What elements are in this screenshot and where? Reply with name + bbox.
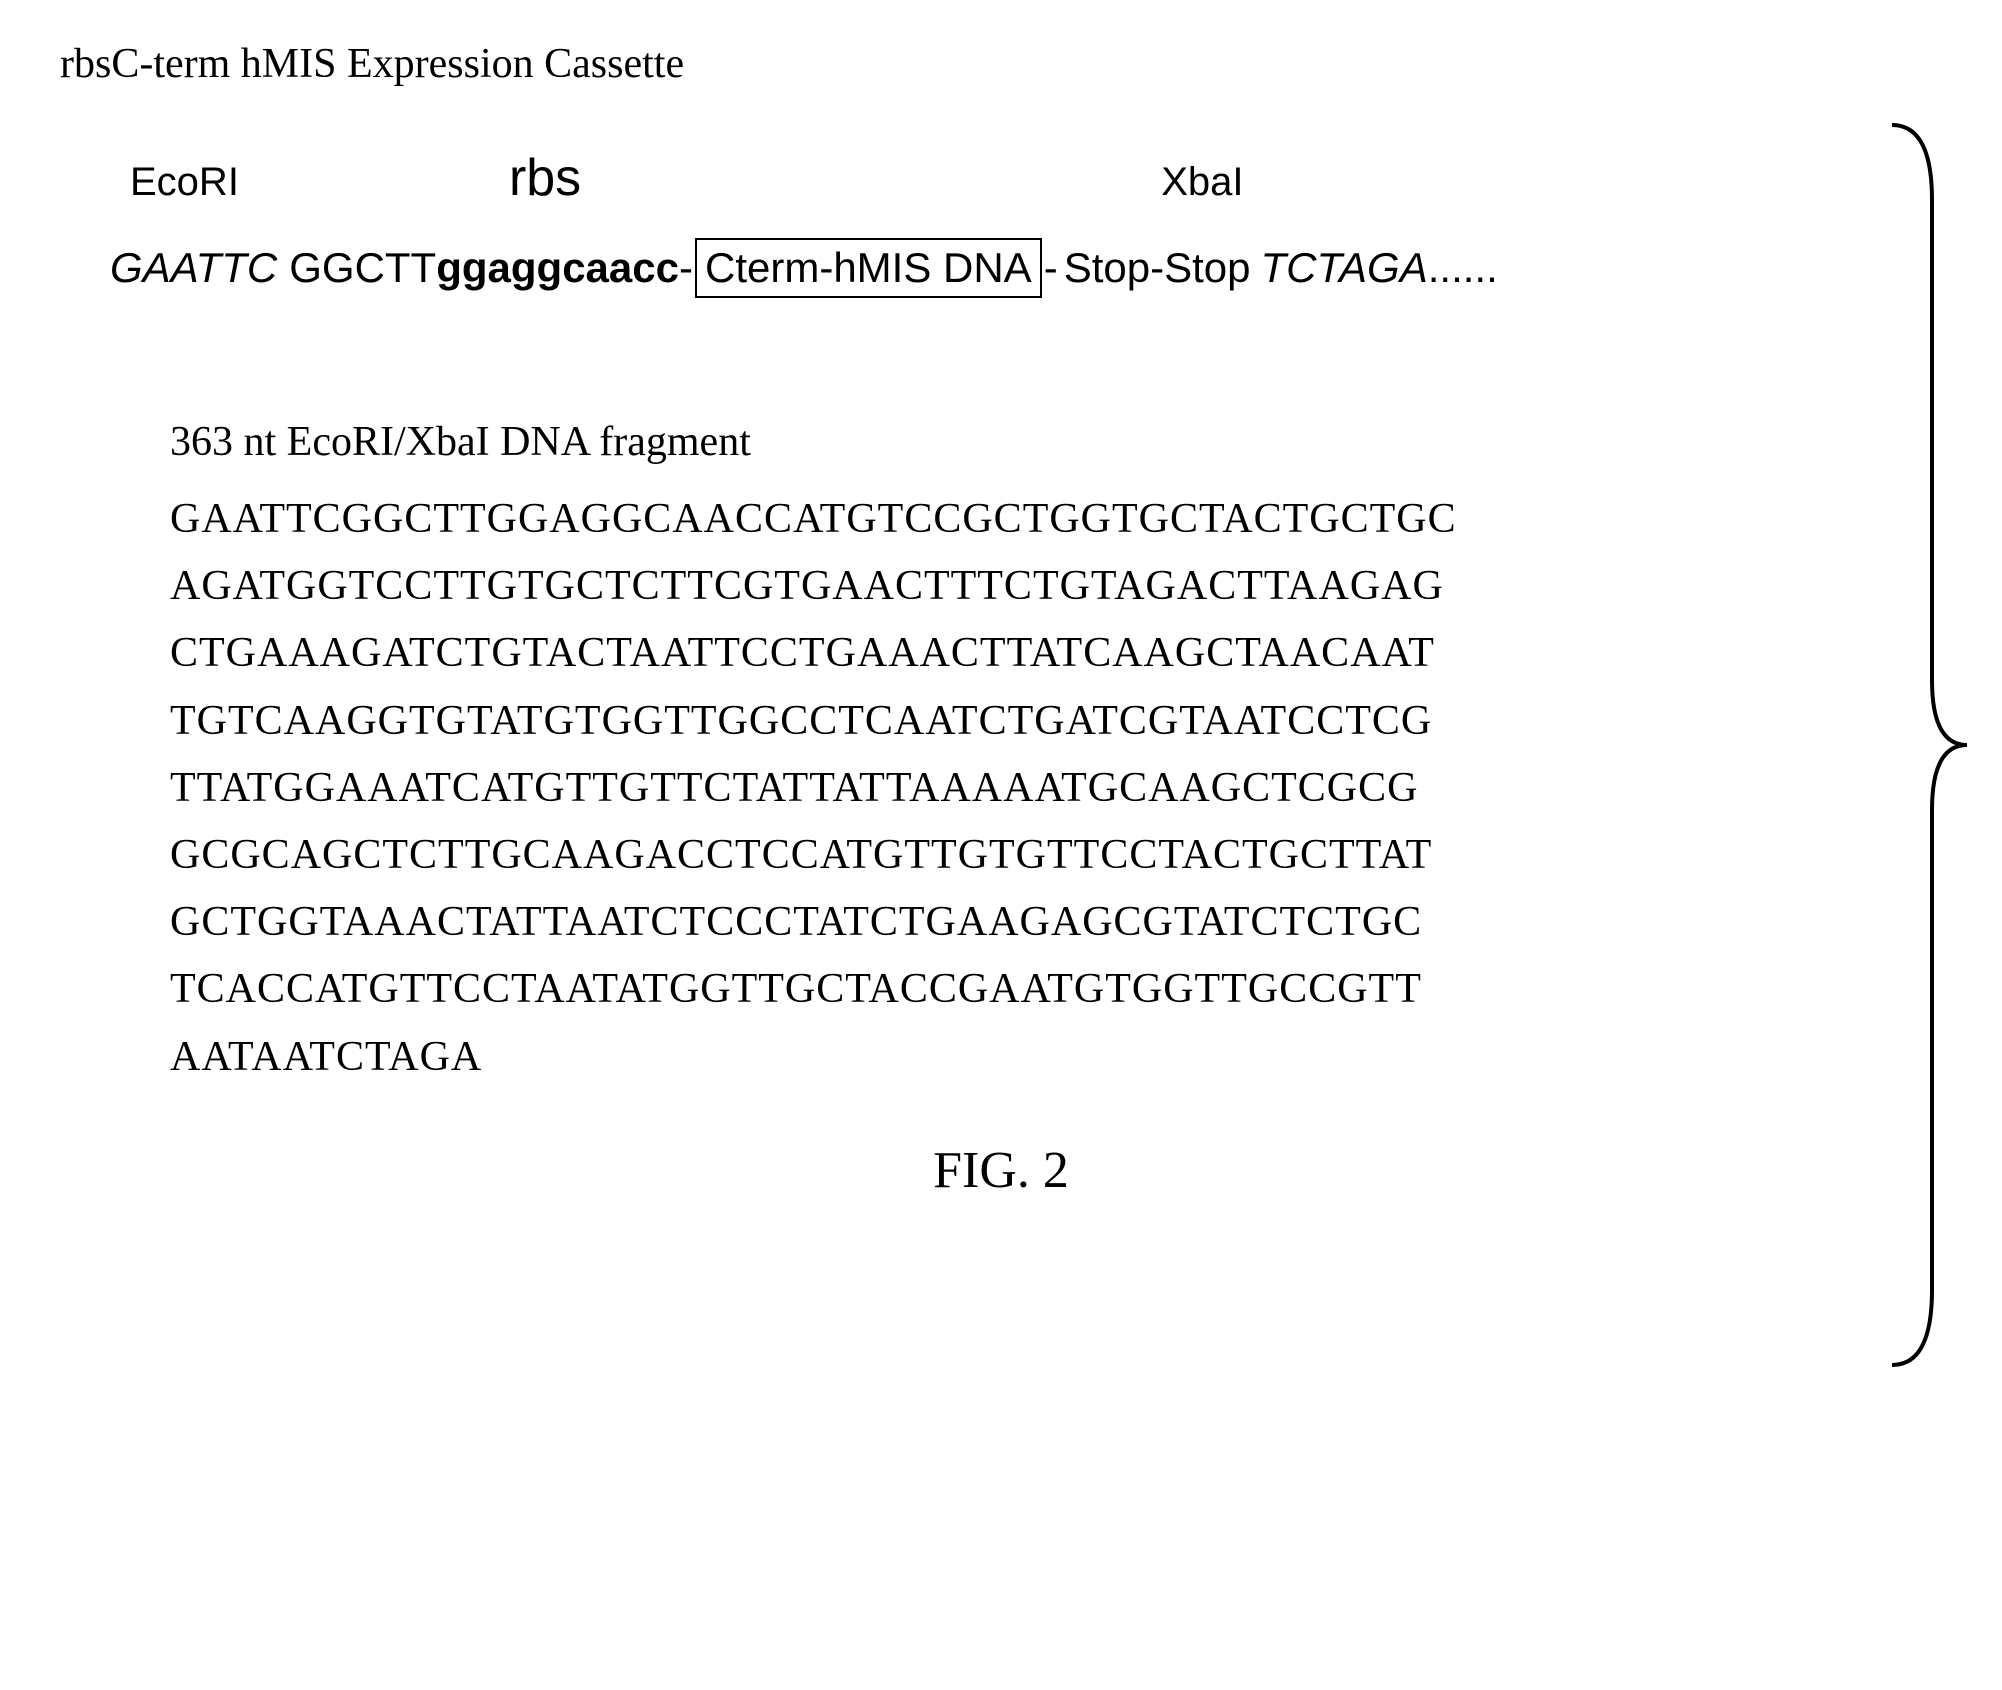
dna-line-5: GCGCAGCTCTTGCAAGACCTCCATGTTGTGTTCCTACTGC… (170, 822, 1952, 889)
dna-line-4: TTATGGAAATCATGTTGTTCTATTATTAAAAATGCAAGCT… (170, 755, 1952, 822)
page-title: rbsC-term hMIS Expression Cassette (60, 40, 1952, 88)
seq-rbs: ggaggcaacc (436, 244, 679, 292)
label-ecori: EcoRI (130, 160, 239, 205)
label-xbai: XbaI (1161, 160, 1243, 205)
figure-label: FIG. 2 (50, 1141, 1952, 1200)
dna-line-1: AGATGGTCCTTGTGCTCTTCGTGAACTTTCTGTAGACTTA… (170, 553, 1952, 620)
fragment-header: 363 nt EcoRI/XbaI DNA fragment (170, 418, 1952, 466)
dna-line-6: GCTGGTAAACTATTAATCTCCCTATCTGAAGAGCGTATCT… (170, 889, 1952, 956)
dna-line-2: CTGAAAGATCTGTACTAATTCCTGAAACTTATCAAGCTAA… (170, 620, 1952, 687)
seq-box-cterm: Cterm-hMIS DNA (695, 238, 1042, 298)
seq-xbai-site: TCTAGA (1261, 244, 1428, 292)
seq-dash-1: - (679, 244, 693, 292)
seq-stop: Stop-Stop (1064, 244, 1251, 292)
cassette-diagram: EcoRI rbs XbaI GAATTC GGCTTggaggcaacc- C… (110, 148, 1952, 298)
dna-line-3: TGTCAAGGTGTATGTGGTTGGCCTCAATCTGATCGTAATC… (170, 688, 1952, 755)
sequence-row: GAATTC GGCTTggaggcaacc- Cterm-hMIS DNA -… (110, 238, 1952, 298)
fragment-section: 363 nt EcoRI/XbaI DNA fragment GAATTCGGC… (170, 418, 1952, 1091)
label-row: EcoRI rbs XbaI (110, 148, 1952, 208)
dna-line-0: GAATTCGGCTTGGAGGCAACCATGTCCGCTGGTGCTACTG… (170, 486, 1952, 553)
seq-dash-2: - (1044, 244, 1058, 292)
seq-ecori-site: GAATTC (110, 244, 277, 292)
seq-dots: ...... (1428, 244, 1498, 292)
seq-spacer: GGCTT (289, 244, 436, 292)
dna-line-8: AATAATCTAGA (170, 1024, 1952, 1091)
label-rbs: rbs (509, 148, 581, 208)
curly-brace-icon (1872, 120, 1972, 1370)
dna-line-7: TCACCATGTTCCTAATATGGTTGCTACCGAATGTGGTTGC… (170, 956, 1952, 1023)
